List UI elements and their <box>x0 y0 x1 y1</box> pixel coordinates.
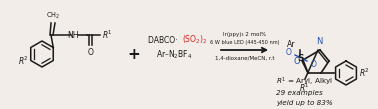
Text: (SO$_2$)$_2$: (SO$_2$)$_2$ <box>182 34 208 46</box>
Text: O: O <box>285 48 291 56</box>
Text: O: O <box>293 56 300 66</box>
Text: NH: NH <box>67 31 79 39</box>
Text: 29 examples: 29 examples <box>276 90 323 96</box>
Text: N: N <box>316 37 322 46</box>
Text: O: O <box>88 48 93 57</box>
Text: DABCO·: DABCO· <box>148 36 180 44</box>
Text: +: + <box>128 47 140 61</box>
Text: Ar–N$_2$BF$_4$: Ar–N$_2$BF$_4$ <box>156 49 192 61</box>
Text: CH$_2$: CH$_2$ <box>46 11 60 21</box>
Text: 1,4-dioxane/MeCN, r.t: 1,4-dioxane/MeCN, r.t <box>215 55 274 60</box>
Text: $R^2$: $R^2$ <box>18 54 29 67</box>
Text: S: S <box>298 54 304 62</box>
Text: 6 W blue LED (445-450 nm): 6 W blue LED (445-450 nm) <box>210 39 279 44</box>
Text: Ir(ppy)₃ 2 mol%: Ir(ppy)₃ 2 mol% <box>223 32 266 37</box>
Text: O: O <box>311 60 317 68</box>
Text: $R^1$: $R^1$ <box>102 29 113 41</box>
Text: Ar: Ar <box>287 39 295 49</box>
Text: $R^2$: $R^2$ <box>359 67 370 79</box>
Text: $R^1$: $R^1$ <box>299 82 310 94</box>
Text: yield up to 83%: yield up to 83% <box>276 100 333 106</box>
Text: $R^1$ = Aryl, Alkyl: $R^1$ = Aryl, Alkyl <box>276 76 333 88</box>
